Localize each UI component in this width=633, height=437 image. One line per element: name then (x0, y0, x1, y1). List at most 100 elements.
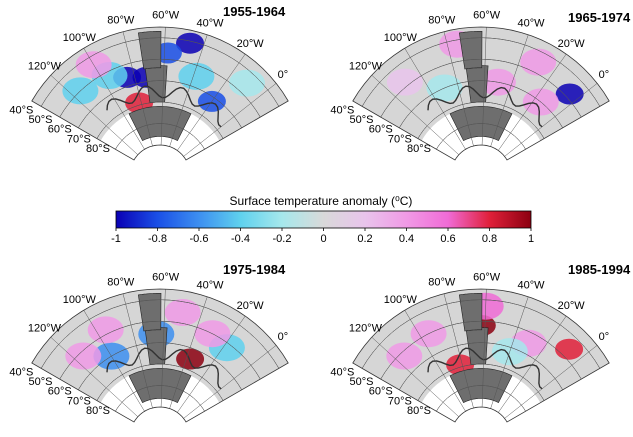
lon-label: 40°W (517, 280, 545, 292)
lon-label: 0° (599, 69, 610, 81)
meridian (481, 27, 487, 146)
anomaly-patch (520, 48, 557, 76)
lat-label: 70°S (67, 133, 91, 145)
map-panel-3: 120°W 100°W 80°W 60°W 40°W 20°W 0° 40°S50°S60°S… (9, 272, 289, 423)
meridian (498, 315, 567, 413)
meridian (490, 34, 529, 147)
meridian (160, 289, 166, 408)
meridian (122, 293, 153, 409)
lat-label: 60°S (369, 386, 393, 398)
meridian (404, 310, 466, 412)
meridian (443, 293, 474, 409)
colorbar-tick-label: -0.8 (148, 233, 167, 245)
lon-label: 80°W (107, 276, 135, 288)
map-frame (31, 26, 289, 161)
sea-ice-edge (427, 85, 543, 128)
lat-label: 50°S (350, 114, 374, 126)
meridian (177, 315, 246, 413)
lon-label: 60°W (473, 10, 501, 22)
meridian (481, 289, 487, 408)
lon-label: 0° (599, 331, 610, 343)
anomaly-patch (176, 348, 205, 370)
lon-label: 80°W (428, 14, 456, 26)
lat-label: 70°S (67, 395, 91, 407)
meridian (160, 27, 166, 146)
lat-label: 40°S (330, 366, 354, 378)
lon-label: 20°W (558, 38, 586, 50)
map-frame (352, 26, 610, 161)
map-panel-4: 120°W 100°W 80°W 60°W 40°W 20°W 0° 40°S50°S60°S… (330, 272, 610, 423)
lat-label: 60°S (48, 124, 72, 136)
lon-label: 40°W (196, 18, 224, 30)
anomaly-patch (229, 69, 265, 97)
colorbar-body: -1 -0.8 -0.6 -0.4 -0.2 0 0.2 0.4 0.6 0.8 1 (111, 210, 534, 245)
meridian (50, 74, 139, 155)
map-panel-2: 120°W 100°W 80°W 60°W 40°W 20°W 0° 40°S50°S60°S… (330, 10, 610, 161)
lon-label: 120°W (349, 60, 383, 72)
lon-label: 80°W (428, 276, 456, 288)
lon-label: 100°W (63, 32, 97, 44)
lon-label: 120°W (349, 322, 383, 334)
panel-title-2: 1965-1974 (568, 10, 631, 25)
lat-label: 80°S (407, 405, 431, 417)
lat-label: 80°S (407, 143, 431, 155)
lat-label: 50°S (29, 114, 53, 126)
lat-label: 70°S (388, 133, 412, 145)
lon-label: 60°W (152, 10, 180, 22)
colorbar-ramp (115, 210, 532, 229)
colorbar-tick-label: 0 (320, 233, 326, 245)
anomaly-patch (164, 299, 201, 326)
lon-label: 60°W (152, 272, 180, 284)
lon-label: 40°W (196, 280, 224, 292)
meridian (83, 48, 145, 150)
meridian (83, 310, 145, 412)
colorbar-tick-label: 0.8 (482, 233, 497, 245)
lon-label: 20°W (237, 300, 265, 312)
sea-ice-edge (106, 347, 222, 390)
lat-label: 50°S (350, 376, 374, 388)
colorbar-tick-label: -0.6 (190, 233, 209, 245)
lat-label: 40°S (330, 104, 354, 116)
anomaly-patch (176, 32, 204, 54)
colorbar-title: Surface temperature anomaly (⁰C) (230, 194, 413, 208)
lon-label: 60°W (473, 272, 501, 284)
map-frame (31, 288, 289, 423)
meridian (371, 336, 460, 417)
meridian (169, 296, 208, 409)
lon-label: 100°W (384, 32, 418, 44)
map-panel-1: 120°W 100°W 80°W 60°W 40°W 20°W 0° 40°S50°S60°S… (9, 10, 289, 161)
lon-label: 120°W (28, 322, 62, 334)
lat-label: 80°S (86, 143, 110, 155)
colorbar-tick-label: -0.2 (273, 233, 292, 245)
map-frame (352, 288, 610, 423)
meridian (490, 296, 529, 409)
sea-ice-edge (106, 85, 222, 128)
meridian (504, 345, 598, 419)
lon-label: 20°W (558, 300, 586, 312)
panel-title-3: 1975-1984 (223, 262, 286, 277)
colorbar-tick-label: 1 (528, 233, 534, 245)
colorbar-tick-label: 0.4 (399, 233, 414, 245)
meridian (183, 345, 277, 419)
lat-label: 60°S (369, 124, 393, 136)
meridian (443, 31, 474, 147)
lat-label: 40°S (9, 366, 33, 378)
lon-label: 40°W (517, 18, 545, 30)
anomaly-patch (386, 68, 423, 96)
colorbar-tick-label: -0.4 (231, 233, 250, 245)
colorbar-tick-label: -1 (111, 233, 121, 245)
colorbar-tick-label: 0.6 (440, 233, 455, 245)
meridian (183, 83, 277, 157)
anomaly-field (65, 293, 245, 422)
anomaly-patch (65, 342, 102, 370)
meridian (404, 48, 466, 150)
lat-label: 80°S (86, 405, 110, 417)
lon-label: 100°W (63, 294, 97, 306)
lon-label: 100°W (384, 294, 418, 306)
anomaly-patch (178, 62, 215, 90)
lat-label: 70°S (388, 395, 412, 407)
meridian (371, 74, 460, 155)
lon-label: 0° (278, 331, 289, 343)
